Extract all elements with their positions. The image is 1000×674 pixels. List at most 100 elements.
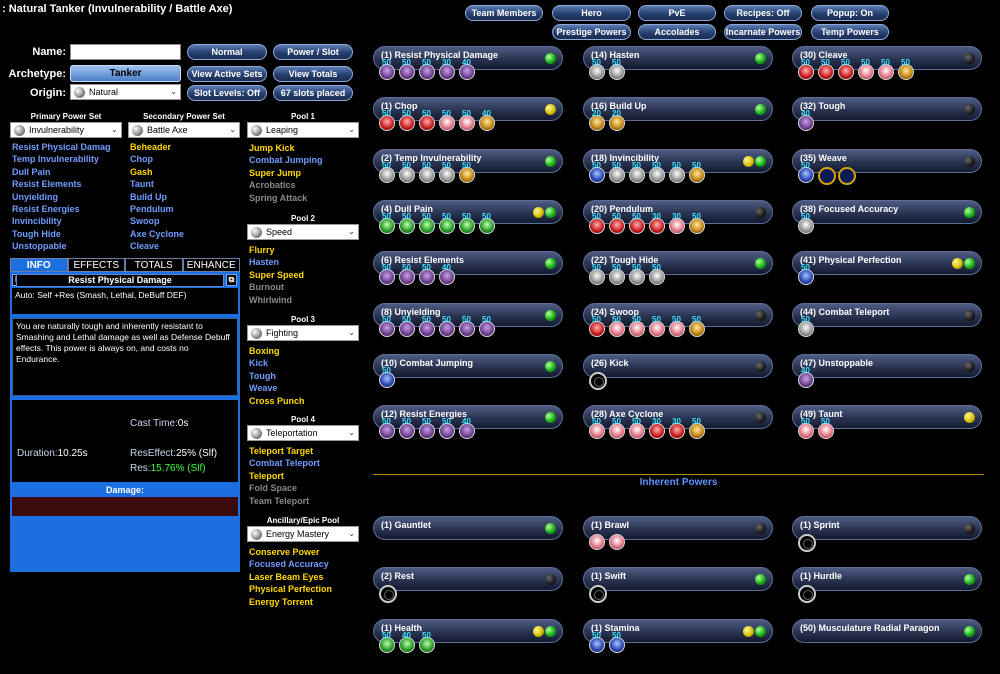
enhancement-icon[interactable]: 30 xyxy=(669,212,685,234)
enhancement-icon[interactable] xyxy=(609,534,625,550)
power-hasten[interactable]: Hasten xyxy=(249,257,280,268)
power-tough[interactable]: Tough xyxy=(249,370,276,381)
power-weave[interactable]: Weave xyxy=(249,383,278,394)
power-slot-unstoppable[interactable]: (47) Unstoppable xyxy=(792,353,982,378)
power-combat-teleport[interactable]: Combat Teleport xyxy=(249,458,320,469)
power-slot-stamina[interactable]: (1) Stamina xyxy=(583,618,773,643)
recipes-off-button[interactable]: Recipes: Off xyxy=(724,5,802,21)
enhancement-icon[interactable]: 50 xyxy=(479,315,495,337)
power-slot-focused-accuracy[interactable]: (38) Focused Accuracy xyxy=(792,199,982,224)
power-unstoppable[interactable]: Unstoppable xyxy=(12,241,67,252)
power-flurry[interactable]: Flurry xyxy=(249,245,275,255)
enhancement-icon[interactable]: 50 xyxy=(609,631,625,653)
enhancement-icon[interactable]: 50 xyxy=(589,58,605,80)
enhancement-icon[interactable]: 50 xyxy=(798,417,814,440)
enhancement-icon[interactable]: 50 xyxy=(589,161,605,183)
enhancement-icon[interactable] xyxy=(379,585,397,604)
popup-on-button[interactable]: Popup: On xyxy=(811,5,889,21)
enhancement-icon[interactable]: 50 xyxy=(649,161,665,183)
enhancement-icon[interactable]: 50 xyxy=(399,417,415,440)
enhancement-icon[interactable]: 50 xyxy=(379,263,395,286)
temp-powers-button[interactable]: Temp Powers xyxy=(811,24,889,40)
power-combat-jumping[interactable]: Combat Jumping xyxy=(249,155,323,166)
power-beheader[interactable]: Beheader xyxy=(130,142,172,152)
enhancement-icon[interactable]: 50 xyxy=(649,315,665,337)
incarnate-powers-button[interactable]: Incarnate Powers xyxy=(724,24,802,40)
enhancement-icon[interactable]: 50 xyxy=(379,58,395,80)
power-fold-space[interactable]: Fold Space xyxy=(249,483,298,494)
enhancement-icon[interactable]: 50 xyxy=(459,212,475,234)
power-slot-sprint[interactable]: (1) Sprint xyxy=(792,516,982,540)
power-resist-physical-damag[interactable]: Resist Physical Damag xyxy=(12,142,111,152)
power-teleport[interactable]: Teleport xyxy=(249,470,284,481)
hero-button[interactable]: Hero xyxy=(552,5,631,21)
power-burnout[interactable]: Burnout xyxy=(249,282,284,293)
tab-totals[interactable]: TOTALS xyxy=(125,258,183,272)
enhancement-icon[interactable]: 50 xyxy=(419,161,435,183)
enhancement-icon[interactable]: 50 xyxy=(838,58,854,80)
power-slot-musculature-radial-paragon[interactable]: (50) Musculature Radial Paragon xyxy=(792,618,982,643)
power-team-teleport[interactable]: Team Teleport xyxy=(249,495,310,506)
enhancement-icon[interactable]: 50 xyxy=(818,417,834,440)
accolades-button[interactable]: Accolades xyxy=(638,24,716,40)
power-kick[interactable]: Kick xyxy=(249,358,269,369)
enhancement-icon[interactable]: 50 xyxy=(609,161,625,183)
pool-1-select[interactable]: Leaping ⌄ xyxy=(247,122,359,138)
enhancement-icon[interactable]: 50 xyxy=(379,109,395,132)
pve-button[interactable]: PvE xyxy=(638,5,716,21)
enhancement-icon[interactable]: 50 xyxy=(629,212,645,234)
power-cleave[interactable]: Cleave xyxy=(130,241,160,252)
power-chop[interactable]: Chop xyxy=(130,154,153,165)
enhancement-icon[interactable]: 50 xyxy=(609,417,625,440)
power-gash[interactable]: Gash xyxy=(130,166,153,177)
enhancement-icon[interactable]: 50 xyxy=(379,417,395,440)
power-slot-combat-jumping[interactable]: (10) Combat Jumping xyxy=(373,353,563,378)
enhancement-icon[interactable] xyxy=(589,371,607,390)
enhancement-icon[interactable]: 50 xyxy=(798,263,814,286)
enhancement-icon[interactable] xyxy=(589,585,607,604)
enhancement-icon[interactable]: 50 xyxy=(419,263,435,286)
enhancement-icon[interactable]: 50 xyxy=(419,58,435,80)
origin-select[interactable]: Natural ⌄ xyxy=(70,84,181,100)
secondary-set-select[interactable]: Battle Axe ⌄ xyxy=(128,122,240,138)
enhancement-icon[interactable]: 30 xyxy=(649,417,665,440)
power-slot-kick[interactable]: (26) Kick xyxy=(583,353,773,378)
pool-4-select[interactable]: Teleportation ⌄ xyxy=(247,425,359,441)
view-totals-button[interactable]: View Totals xyxy=(273,66,353,82)
enhancement-icon[interactable]: 50 xyxy=(629,315,645,337)
enhancement-icon[interactable]: 50 xyxy=(609,58,625,80)
enhancement-icon[interactable]: 50 xyxy=(399,161,415,183)
enhancement-icon[interactable]: 50 xyxy=(669,315,685,337)
pool-5-select[interactable]: Energy Mastery ⌄ xyxy=(247,526,359,542)
enhancement-icon[interactable]: 50 xyxy=(439,315,455,337)
power-unyielding[interactable]: Unyielding xyxy=(12,191,59,202)
view-active-sets-button[interactable]: View Active Sets xyxy=(187,66,267,82)
enhancement-icon[interactable]: 50 xyxy=(379,315,395,337)
power-invincibility[interactable]: Invincibility xyxy=(12,216,62,227)
power-slot-button[interactable]: Power / Slot xyxy=(273,44,353,60)
enhancement-icon[interactable]: 50 xyxy=(818,58,834,80)
enhancement-icon[interactable]: 50 xyxy=(379,161,395,183)
power-laser-beam-eyes[interactable]: Laser Beam Eyes xyxy=(249,571,324,582)
power-slot-health[interactable]: (1) Health xyxy=(373,618,563,643)
enhancement-icon[interactable]: 40 xyxy=(459,417,475,440)
enhancement-icon[interactable]: 50 xyxy=(379,631,395,653)
enhancement-icon[interactable] xyxy=(818,166,836,185)
enhancement-icon[interactable] xyxy=(798,585,816,604)
team-members-button[interactable]: Team Members xyxy=(465,5,543,21)
pool-2-select[interactable]: Speed ⌄ xyxy=(247,224,359,240)
power-slot-gauntlet[interactable]: (1) Gauntlet xyxy=(373,516,563,540)
slot-levels-off-button[interactable]: Slot Levels: Off xyxy=(187,85,267,101)
enhancement-icon[interactable]: 50 xyxy=(878,58,894,80)
power-slot-hurdle[interactable]: (1) Hurdle xyxy=(792,567,982,592)
enhancement-icon[interactable]: 50 xyxy=(399,212,415,234)
enhancement-icon[interactable]: 50 xyxy=(459,161,475,183)
enhancement-icon[interactable]: 50 xyxy=(589,631,605,653)
power-axe-cyclone[interactable]: Axe Cyclone xyxy=(130,228,185,239)
tab-effects[interactable]: EFFECTS xyxy=(67,258,125,272)
prestige-powers-button[interactable]: Prestige Powers xyxy=(552,24,631,40)
enhancement-icon[interactable]: 50 xyxy=(379,212,395,234)
power-slot-physical-perfection[interactable]: (41) Physical Perfection xyxy=(792,251,982,276)
enhancement-icon[interactable]: 50 xyxy=(589,263,605,286)
power-conserve-power[interactable]: Conserve Power xyxy=(249,547,320,557)
